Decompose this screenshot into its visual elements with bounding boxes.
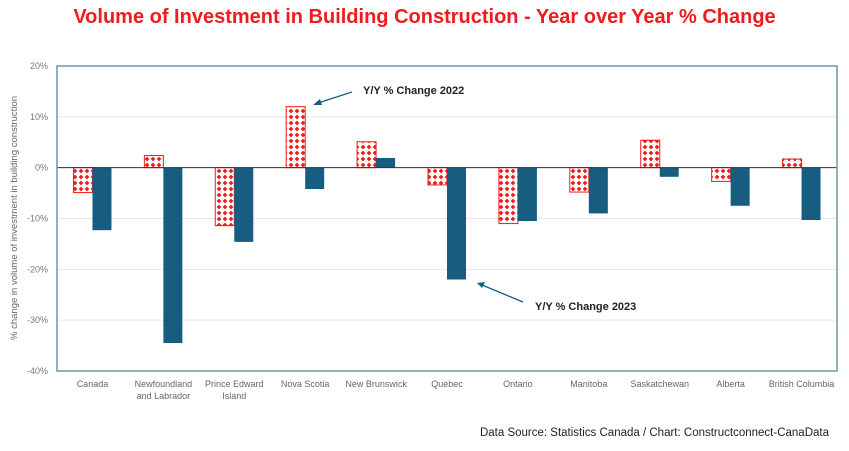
x-category-label: Island: [222, 391, 246, 401]
y-tick-label: 10%: [30, 112, 48, 122]
bar-2022: [356, 141, 377, 169]
bar-2022: [640, 139, 661, 169]
chart-title: Volume of Investment in Building Constru…: [73, 6, 776, 28]
x-category-label: Nova Scotia: [281, 379, 330, 389]
plot-area-border: [56, 65, 838, 372]
bar-2022: [569, 167, 590, 193]
x-category-label: Canada: [77, 379, 109, 389]
data-source-note: Data Source: Statistics Canada / Chart: …: [479, 427, 829, 439]
arrow-head: [477, 282, 485, 288]
bar-2022: [498, 167, 519, 225]
y-tick-label: 20%: [30, 61, 48, 71]
bar-2023: [517, 167, 537, 222]
annotation-2022: Y/Y % Change 2022: [313, 85, 464, 105]
x-category-label: Newfoundland: [135, 379, 193, 389]
bar-2023: [305, 167, 325, 190]
bar-2023: [163, 167, 183, 344]
annotation-arrow: [481, 284, 524, 303]
x-category-label: Alberta: [716, 379, 745, 389]
y-axis-label: % change in volume of investment in buil…: [9, 96, 20, 340]
y-tick-label: -20%: [27, 264, 48, 274]
x-category-label: Ontario: [503, 379, 533, 389]
bar-2023: [447, 167, 466, 280]
bar-2023: [92, 167, 112, 231]
bar-2023: [376, 158, 396, 168]
bar-2022: [427, 167, 448, 186]
bar-2022: [214, 167, 235, 227]
x-category-label: Quebec: [431, 379, 463, 389]
bar-2022: [711, 167, 732, 182]
annotation-2023: Y/Y % Change 2023: [477, 282, 636, 313]
annotation-label: Y/Y % Change 2022: [363, 85, 464, 97]
x-category-label: Prince Edward: [205, 379, 264, 389]
y-tick-label: -10%: [27, 214, 48, 224]
bar-2023: [801, 167, 821, 221]
x-category-label: British Columbia: [769, 379, 835, 389]
bar-2022: [285, 106, 306, 169]
bar-2023: [659, 167, 679, 177]
x-category-label: and Labrador: [137, 391, 191, 401]
x-category-label: Manitoba: [570, 379, 607, 389]
y-tick-label: 0%: [35, 163, 48, 173]
x-category-label: Saskatchewan: [630, 379, 689, 389]
y-tick-label: -30%: [27, 315, 48, 325]
bar-2023: [730, 167, 750, 206]
bar-2022: [782, 158, 803, 169]
x-category-label: New Brunswick: [345, 379, 407, 389]
bar-2023: [588, 167, 608, 214]
bar-2022: [143, 154, 164, 169]
arrow-head: [313, 99, 322, 105]
annotation-label: Y/Y % Change 2023: [535, 301, 636, 313]
annotation-arrow: [317, 91, 353, 104]
bar-2022: [72, 167, 93, 194]
y-tick-label: -40%: [27, 366, 48, 376]
bar-2023: [234, 167, 254, 242]
